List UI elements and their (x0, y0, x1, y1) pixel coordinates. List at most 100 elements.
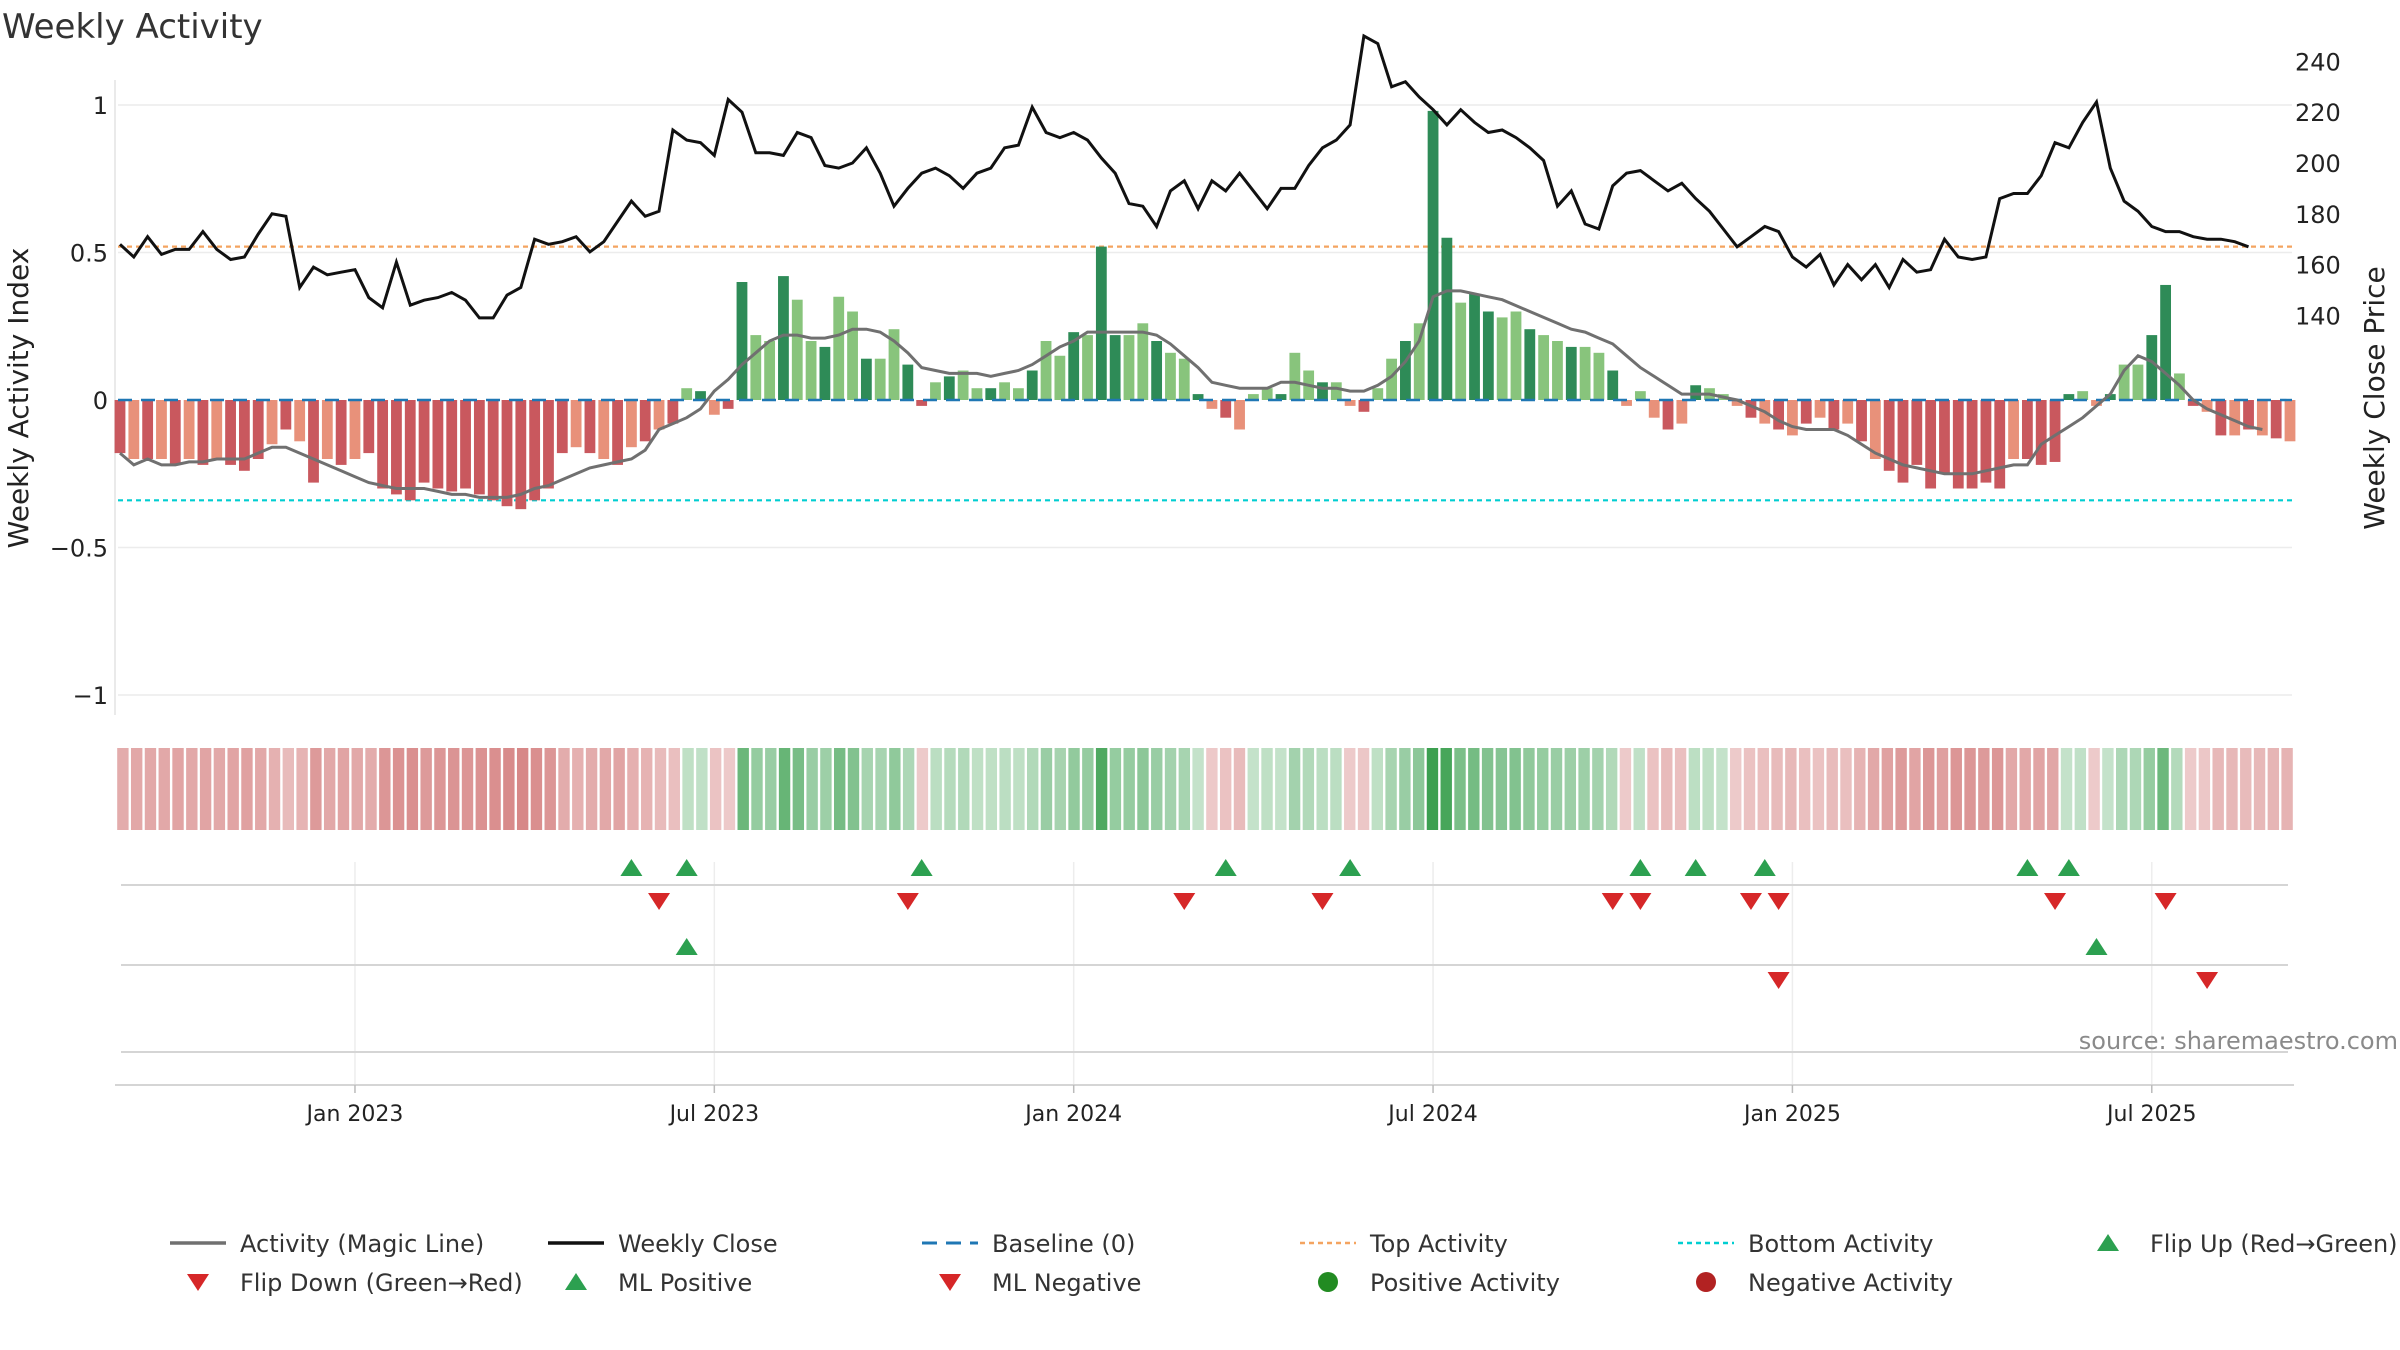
activity-bar (2270, 400, 2282, 439)
flip-up-marker (620, 859, 643, 876)
flip-up-marker (2057, 859, 2080, 876)
legend-swatch (1318, 1272, 1338, 1292)
heat-cell (544, 748, 556, 830)
activity-bar (2187, 400, 2199, 406)
heat-cell (489, 748, 501, 830)
heat-cell (2212, 748, 2224, 830)
activity-bar (1137, 323, 1149, 400)
flip-down-marker (1739, 893, 1762, 910)
heat-cell (2240, 748, 2252, 830)
activity-bar (1026, 370, 1038, 400)
heat-cell (916, 748, 929, 830)
activity-bar (1455, 302, 1467, 400)
heat-cell (1082, 748, 1094, 830)
activity-bar (750, 335, 762, 400)
heat-cell (2102, 748, 2114, 830)
heat-cell (1812, 748, 1825, 830)
legend-label: ML Positive (618, 1269, 752, 1297)
heat-cell (186, 748, 198, 830)
activity-bar (819, 346, 831, 400)
activity-bar (266, 400, 278, 445)
x-tick-label: Jan 2024 (1023, 1102, 1122, 1127)
activity-bar (1151, 341, 1163, 400)
heat-cell (379, 748, 391, 830)
heat-cell (1040, 748, 1053, 830)
heat-cell (1771, 748, 1783, 830)
ml-positive-marker (675, 938, 698, 955)
activity-bar (1579, 346, 1591, 400)
heat-cell (1881, 748, 1894, 830)
activity-bar (1828, 400, 1840, 430)
heat-cell (751, 748, 763, 830)
activity-bar (1275, 394, 1287, 400)
activity-bar (957, 370, 969, 400)
activity-bar (999, 382, 1010, 400)
activity-bar (1648, 400, 1660, 418)
heat-cell (1923, 748, 1935, 830)
activity-bar (2229, 400, 2241, 436)
y2-tick-label: 200 (2295, 150, 2341, 178)
heat-cell (696, 748, 708, 830)
activity-bar (2049, 400, 2061, 462)
activity-bar (280, 400, 292, 430)
activity-bar (860, 358, 872, 400)
heat-cell (737, 748, 749, 830)
activity-bar (1068, 332, 1080, 400)
heat-cell (213, 748, 226, 830)
heat-cell (806, 748, 818, 830)
flip-down-marker (1601, 893, 1624, 910)
heat-cell (875, 748, 887, 830)
activity-bar (1496, 317, 1508, 400)
heat-cell (1688, 748, 1701, 830)
activity-bar (1966, 400, 1978, 489)
activity-bar (1358, 400, 1370, 412)
activity-bar (1317, 382, 1328, 400)
legend-item: Baseline (0) (922, 1230, 1135, 1258)
activity-bar (1178, 358, 1190, 400)
activity-bar (764, 341, 776, 400)
activity-bar (805, 341, 817, 400)
x-axis: Jan 2023 Jul 2023 Jan 2024 Jul 2024 Jan 2025… (115, 1084, 2294, 1127)
activity-bar (432, 400, 444, 489)
heat-cell (2157, 748, 2169, 830)
heat-cell (1964, 748, 1976, 830)
heat-cell (1247, 748, 1259, 830)
y2-tick-label: 240 (2295, 48, 2341, 76)
heat-cell (1123, 748, 1135, 830)
legend-item: ML Negative (939, 1269, 1141, 1297)
activity-bar (556, 400, 568, 454)
heat-cell (503, 748, 515, 830)
activity-bar (1330, 382, 1342, 400)
heat-cell (1785, 748, 1797, 830)
x-tick-label: Jul 2025 (2105, 1102, 2197, 1127)
legend: Activity (Magic Line) Weekly Close Baselin… (170, 1230, 2398, 1297)
heat-cell (2115, 748, 2128, 830)
activity-bar (639, 400, 651, 442)
activity-bar (460, 400, 471, 489)
activity-bar (404, 400, 416, 501)
heat-cell (861, 748, 873, 830)
activity-bar (1552, 341, 1563, 400)
activity-bar (1731, 400, 1743, 406)
x-tick-label: Jul 2023 (668, 1102, 760, 1127)
heat-cell (1633, 748, 1645, 830)
heat-cell (1950, 748, 1962, 830)
flip-up-marker (1753, 859, 1776, 876)
activity-bar (722, 400, 734, 409)
activity-bar (791, 299, 803, 400)
heat-cell (1743, 748, 1756, 830)
activity-bar (1994, 400, 2006, 489)
legend-label: Negative Activity (1748, 1269, 1953, 1297)
flip-down-marker (1629, 893, 1652, 910)
heat-cell (1578, 748, 1590, 830)
y2-tick-label: 160 (2295, 252, 2341, 280)
heat-cell (723, 748, 736, 830)
y2-axis-label: Weekly Close Price (2358, 266, 2391, 529)
heat-cell (2088, 748, 2100, 830)
heat-cell (351, 748, 363, 830)
heat-cell (1592, 748, 1604, 830)
activity-bar (2077, 391, 2089, 400)
activity-bar (2035, 400, 2047, 465)
heat-cell (1468, 748, 1480, 830)
heat-cell (1330, 748, 1342, 830)
